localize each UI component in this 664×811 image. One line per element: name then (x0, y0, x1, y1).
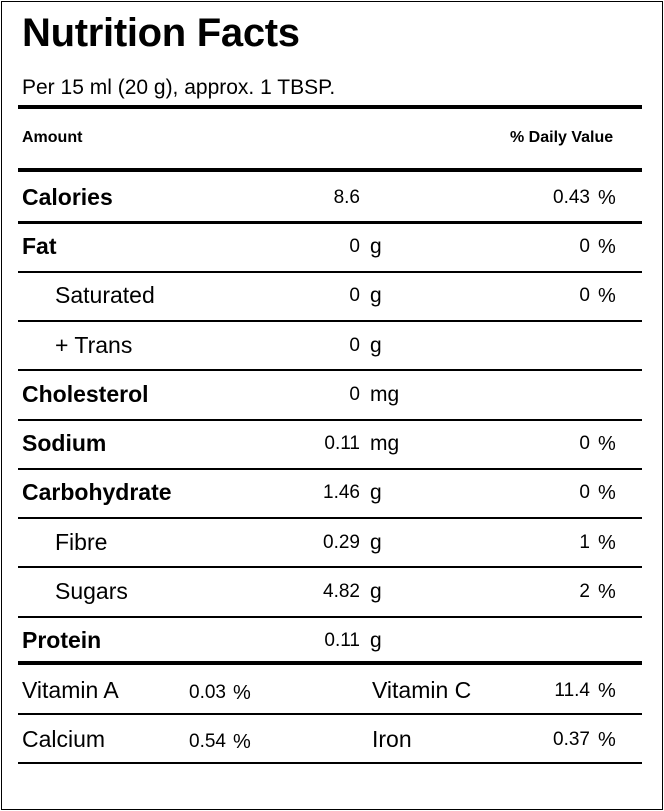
nutrient-name: Protein (22, 627, 102, 654)
nutrient-daily-value: 0 (579, 433, 590, 455)
vitamin-value: 11.4 (554, 679, 590, 701)
vitamin-value: 0.03 (189, 681, 226, 703)
nutrient-amount: 0 (349, 235, 360, 257)
nutrient-unit: g (370, 530, 382, 554)
nutrient-unit: g (370, 333, 382, 357)
percent-symbol: % (598, 186, 616, 209)
row-divider (18, 319, 642, 322)
nutrient-amount: 0 (349, 334, 360, 356)
nutrient-unit: mg (370, 432, 400, 456)
vitamin-value: 0.54 (189, 730, 226, 752)
row-divider (18, 467, 642, 470)
nutrient-daily-value: 0 (579, 482, 590, 504)
nutrient-daily-value: 1 (579, 531, 590, 553)
nutrient-amount: 0.11 (324, 630, 360, 652)
percent-symbol: % (598, 235, 616, 258)
nutrient-unit: g (370, 580, 382, 604)
amount-header: Amount (22, 129, 83, 146)
percent-symbol: % (598, 581, 616, 604)
vitamin-name: Vitamin A (22, 676, 119, 703)
thick-divider-header (18, 168, 642, 172)
percent-symbol: % (598, 433, 616, 456)
row-divider (18, 566, 642, 569)
percent-symbol: % (233, 730, 251, 753)
vitamin-name: Vitamin C (372, 676, 472, 703)
vitamin-value: 0.37 (553, 728, 590, 750)
nutrient-unit: g (370, 481, 382, 505)
nutrient-amount: 0.29 (323, 531, 360, 553)
nutrient-name: Saturated (55, 282, 155, 309)
nutrient-daily-value: 0.43 (553, 186, 590, 208)
nutrient-name: Carbohydrate (22, 479, 172, 506)
vitamin-name: Iron (372, 725, 412, 752)
nutrient-daily-value: 0 (579, 235, 590, 257)
daily-value-header: % Daily Value (510, 129, 614, 146)
thick-divider-vitamins (18, 661, 642, 665)
nutrient-daily-value: 0 (579, 285, 590, 307)
nutrient-unit: g (370, 234, 382, 258)
row-divider (18, 418, 642, 421)
row-divider (18, 615, 642, 618)
serving-size: Per 15 ml (20 g), approx. 1 TBSP. (22, 76, 336, 99)
row-divider (18, 517, 642, 520)
nutrient-name: Calories (22, 183, 113, 210)
percent-symbol: % (233, 681, 251, 704)
row-divider (18, 369, 642, 372)
percent-symbol: % (598, 285, 616, 308)
nutrient-name: Sugars (55, 578, 128, 605)
nutrient-name: Sodium (22, 430, 107, 457)
nutrient-amount: 0 (349, 383, 360, 405)
nutrient-amount: 0 (349, 285, 360, 307)
thick-divider-top (18, 105, 642, 109)
nutrient-name: Cholesterol (22, 380, 149, 407)
nutrient-name: + Trans (55, 331, 133, 358)
percent-symbol: % (598, 531, 616, 554)
nutrient-name: Fat (22, 232, 57, 259)
nutrient-unit: g (370, 629, 382, 653)
nutrient-unit: mg (370, 382, 400, 406)
nutrient-amount: 0.11 (324, 433, 360, 455)
nutrient-daily-value: 2 (579, 581, 590, 603)
percent-symbol: % (598, 679, 616, 702)
nutrient-name: Fibre (55, 528, 108, 555)
nutrient-amount: 1.46 (323, 482, 360, 504)
row-divider (18, 221, 642, 225)
nutrient-amount: 8.6 (333, 186, 360, 208)
percent-symbol: % (598, 482, 616, 505)
row-divider (18, 270, 642, 273)
row-divider (18, 713, 642, 715)
nutrient-unit: g (370, 284, 382, 308)
nutrient-amount: 4.82 (323, 581, 360, 603)
row-divider (18, 762, 642, 764)
nutrition-title: Nutrition Facts (22, 11, 300, 55)
vitamin-name: Calcium (22, 725, 106, 752)
percent-symbol: % (598, 728, 616, 751)
